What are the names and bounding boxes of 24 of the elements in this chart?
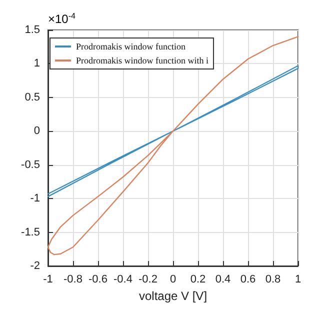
x-tick-label: -0.6 <box>88 274 108 286</box>
legend-label: Prodromakis window function with i <box>76 56 209 66</box>
x-tick-label: 0.8 <box>265 274 281 286</box>
x-tick-label: 0.4 <box>215 274 231 286</box>
x-tick-label: -0.4 <box>114 274 132 286</box>
y-tick-label: -1 <box>30 192 40 205</box>
x-tick-label: 0.2 <box>190 274 206 286</box>
line-series <box>47 36 299 256</box>
y-tick-label: 0 <box>34 125 40 138</box>
x-tick-label: 0 <box>170 274 176 286</box>
y-tick-label: 1 <box>34 58 40 70</box>
y-tick-label: -2 <box>30 260 40 272</box>
x-tick-label: 1 <box>294 274 302 286</box>
legend-label: Prodromakis window function <box>76 42 186 52</box>
y-tick-label: -0.5 <box>21 158 40 171</box>
y-tick-label: 1.5 <box>24 24 40 36</box>
y-tick-label: -1.5 <box>21 226 40 238</box>
x-tick-label: -1 <box>43 274 53 286</box>
x-tick-label: -0.2 <box>138 274 158 286</box>
x-axis-title: voltage V [V] <box>138 289 208 303</box>
x-tick-label: 0.6 <box>240 274 256 286</box>
x-tick-label: -0.8 <box>64 274 82 286</box>
line-series <box>47 65 299 198</box>
y-tick-label: 0.5 <box>24 91 40 104</box>
